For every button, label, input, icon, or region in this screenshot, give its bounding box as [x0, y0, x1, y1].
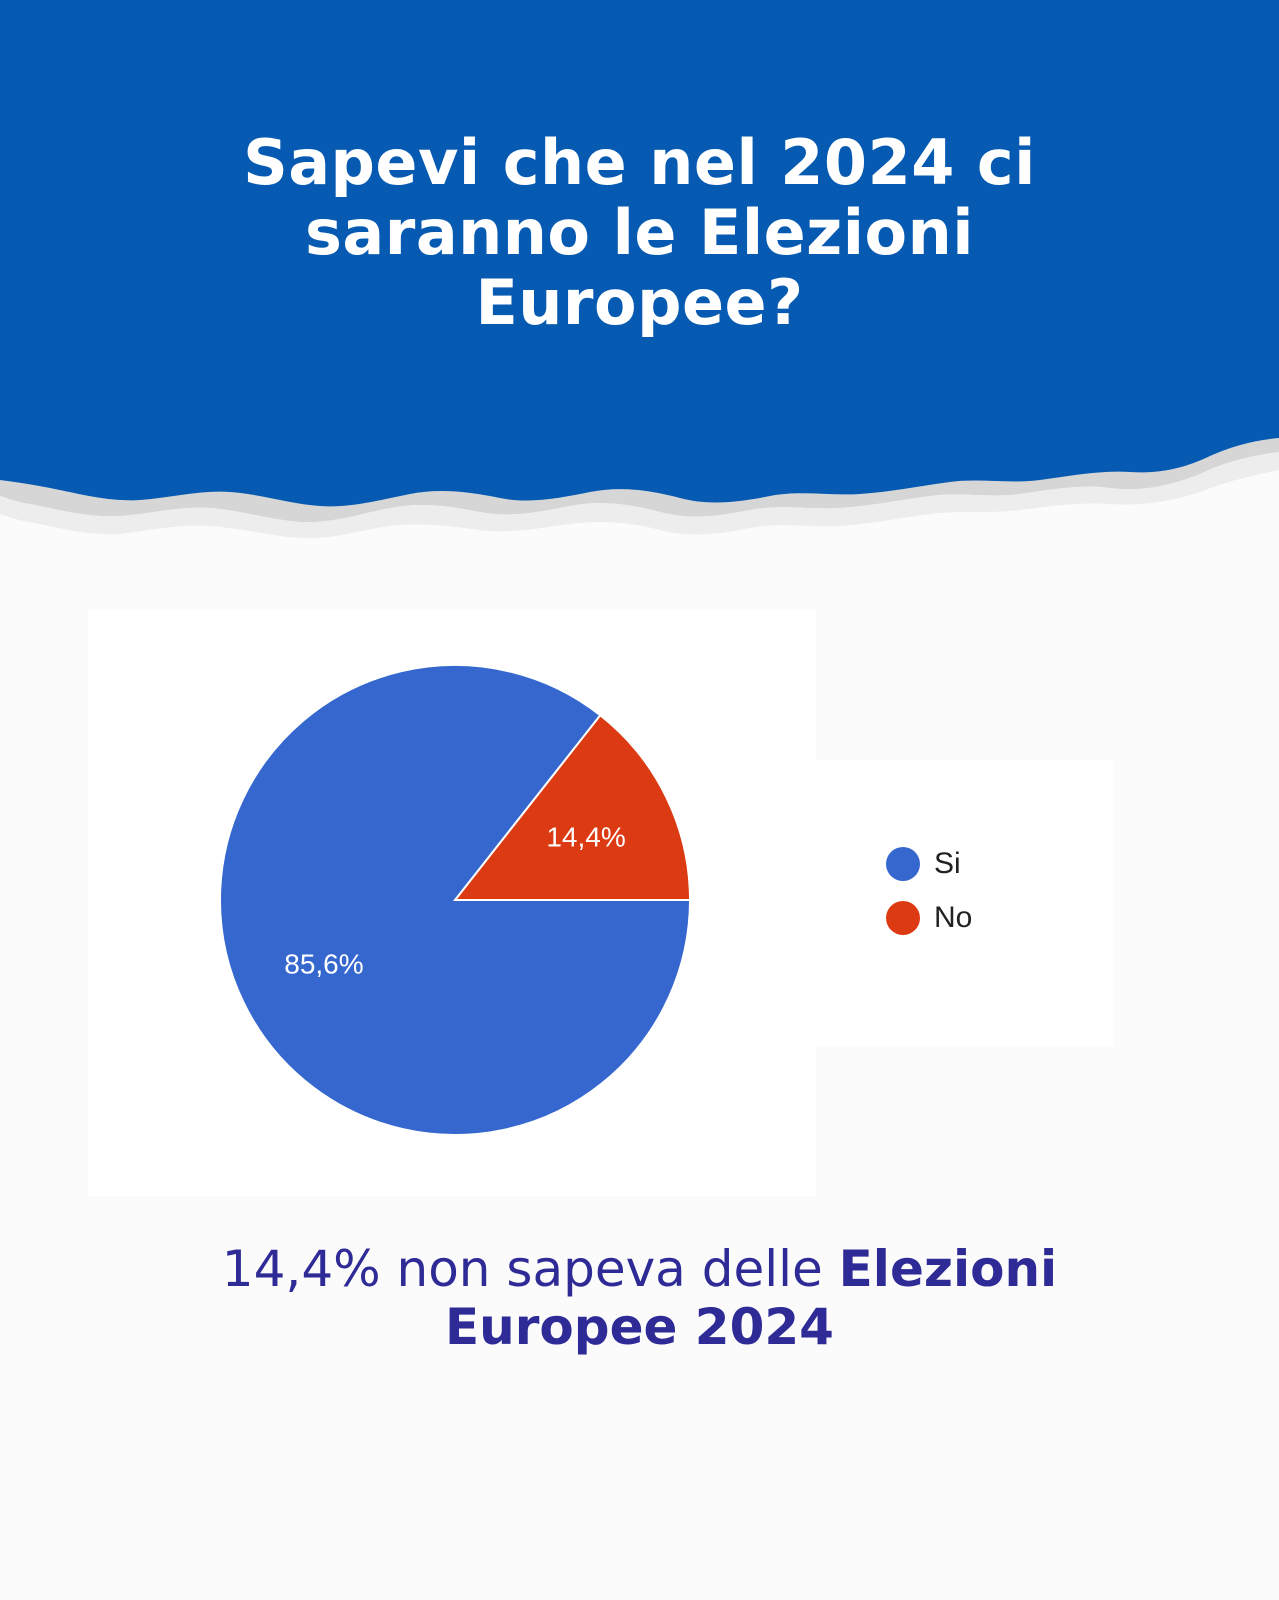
caption: 14,4% non sapeva delle Elezioni Europee …	[0, 1240, 1279, 1356]
caption-line-2: Europee 2024	[0, 1298, 1279, 1356]
legend-item-si: Si	[886, 844, 961, 884]
legend-swatch-no	[886, 901, 920, 935]
legend-swatch-si	[886, 847, 920, 881]
caption-regular-text: 14,4% non sapeva delle	[221, 1240, 839, 1298]
headline: Sapevi che nel 2024 ci saranno le Elezio…	[0, 128, 1279, 338]
headline-line-1: Sapevi che nel 2024 ci	[243, 126, 1036, 199]
legend-item-no: No	[886, 898, 972, 938]
torn-paper-background	[0, 0, 1279, 539]
torn-paper-shadow	[0, 452, 1279, 539]
pie-slice-si	[219, 664, 692, 1136]
caption-bold-text-1: Elezioni	[838, 1240, 1058, 1298]
legend: Si No	[816, 760, 1114, 1046]
pie-chart-card: 14,4% 85,6%	[88, 610, 816, 1196]
headline-line-2: saranno le Elezioni	[305, 196, 974, 269]
pie-chart: 14,4% 85,6%	[219, 664, 692, 1136]
legend-label-no: No	[934, 901, 973, 934]
pie-label-no: 14,4%	[546, 821, 625, 852]
caption-line-1: 14,4% non sapeva delle Elezioni	[0, 1240, 1279, 1298]
header-band	[0, 0, 1279, 560]
pie-slice-no	[452, 713, 692, 901]
legend-label-si: Si	[934, 847, 961, 880]
headline-line-3: Europee?	[475, 266, 804, 339]
blue-band	[0, 0, 1279, 507]
caption-bold-text-2: Europee 2024	[445, 1298, 834, 1356]
pie-label-si: 85,6%	[284, 949, 363, 980]
